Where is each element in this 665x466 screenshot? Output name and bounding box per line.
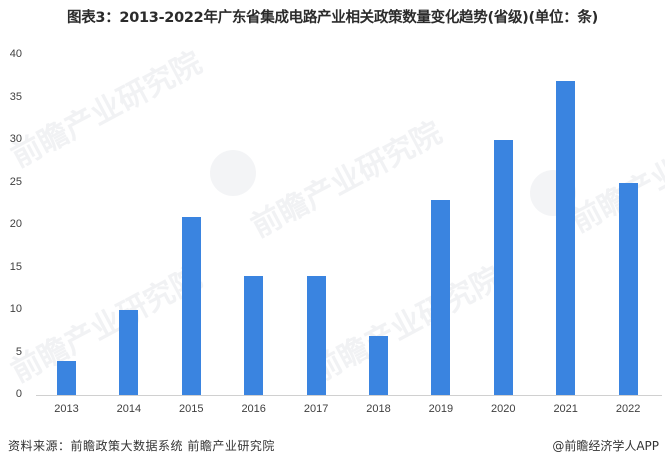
x-tick-label: 2016 [241, 403, 266, 415]
bar-2016 [244, 276, 264, 395]
bar-2020 [493, 140, 513, 395]
bar-2017 [306, 276, 326, 395]
bar-2013 [57, 361, 76, 395]
x-tick-label: 2022 [615, 403, 641, 415]
x-tick-label: 2017 [303, 403, 329, 415]
watermark: 前瞻产业研究院 [565, 110, 665, 240]
y-tick-label: 35 [9, 90, 22, 103]
credit-note: @前瞻经济学人APP [552, 439, 659, 453]
watermark: 前瞻产业研究院 [245, 115, 448, 245]
bar-2018 [369, 335, 388, 395]
chart-title: 图表3：2013-2022年广东省集成电路产业相关政策数量变化趋势(省级)(单位… [67, 10, 598, 26]
source-note: 资料来源：前瞻政策大数据系统 前瞻产业研究院 [8, 439, 275, 453]
x-axis-line [36, 395, 662, 396]
x-tick-label: 2015 [179, 403, 204, 415]
x-tick-label: 2018 [366, 403, 391, 415]
watermark-logo-icon [210, 150, 256, 196]
x-tick-label: 2013 [54, 403, 79, 415]
bar-2022 [618, 182, 638, 395]
y-tick-label: 0 [15, 388, 22, 400]
bar-2015 [181, 216, 201, 395]
x-tick-label: 2014 [116, 403, 142, 415]
watermark: 前瞻产业研究院 [5, 260, 208, 390]
x-tick-label: 2021 [553, 403, 578, 415]
y-tick-label: 15 [9, 260, 22, 273]
x-tick-label: 2020 [491, 403, 516, 415]
bar-2021 [556, 80, 576, 395]
x-tick-label: 2019 [428, 403, 454, 415]
watermark: 前瞻产业研究院 [305, 260, 508, 390]
bar-2014 [119, 310, 139, 395]
watermark: 前瞻产业研究院 [5, 45, 208, 175]
y-tick-label: 5 [15, 345, 22, 358]
y-tick-label: 20 [9, 218, 22, 230]
bar-2019 [431, 199, 451, 395]
y-tick-label: 30 [9, 133, 22, 145]
y-tick-label: 40 [9, 48, 22, 60]
y-tick-label: 10 [9, 303, 22, 315]
y-tick-label: 25 [9, 175, 22, 188]
